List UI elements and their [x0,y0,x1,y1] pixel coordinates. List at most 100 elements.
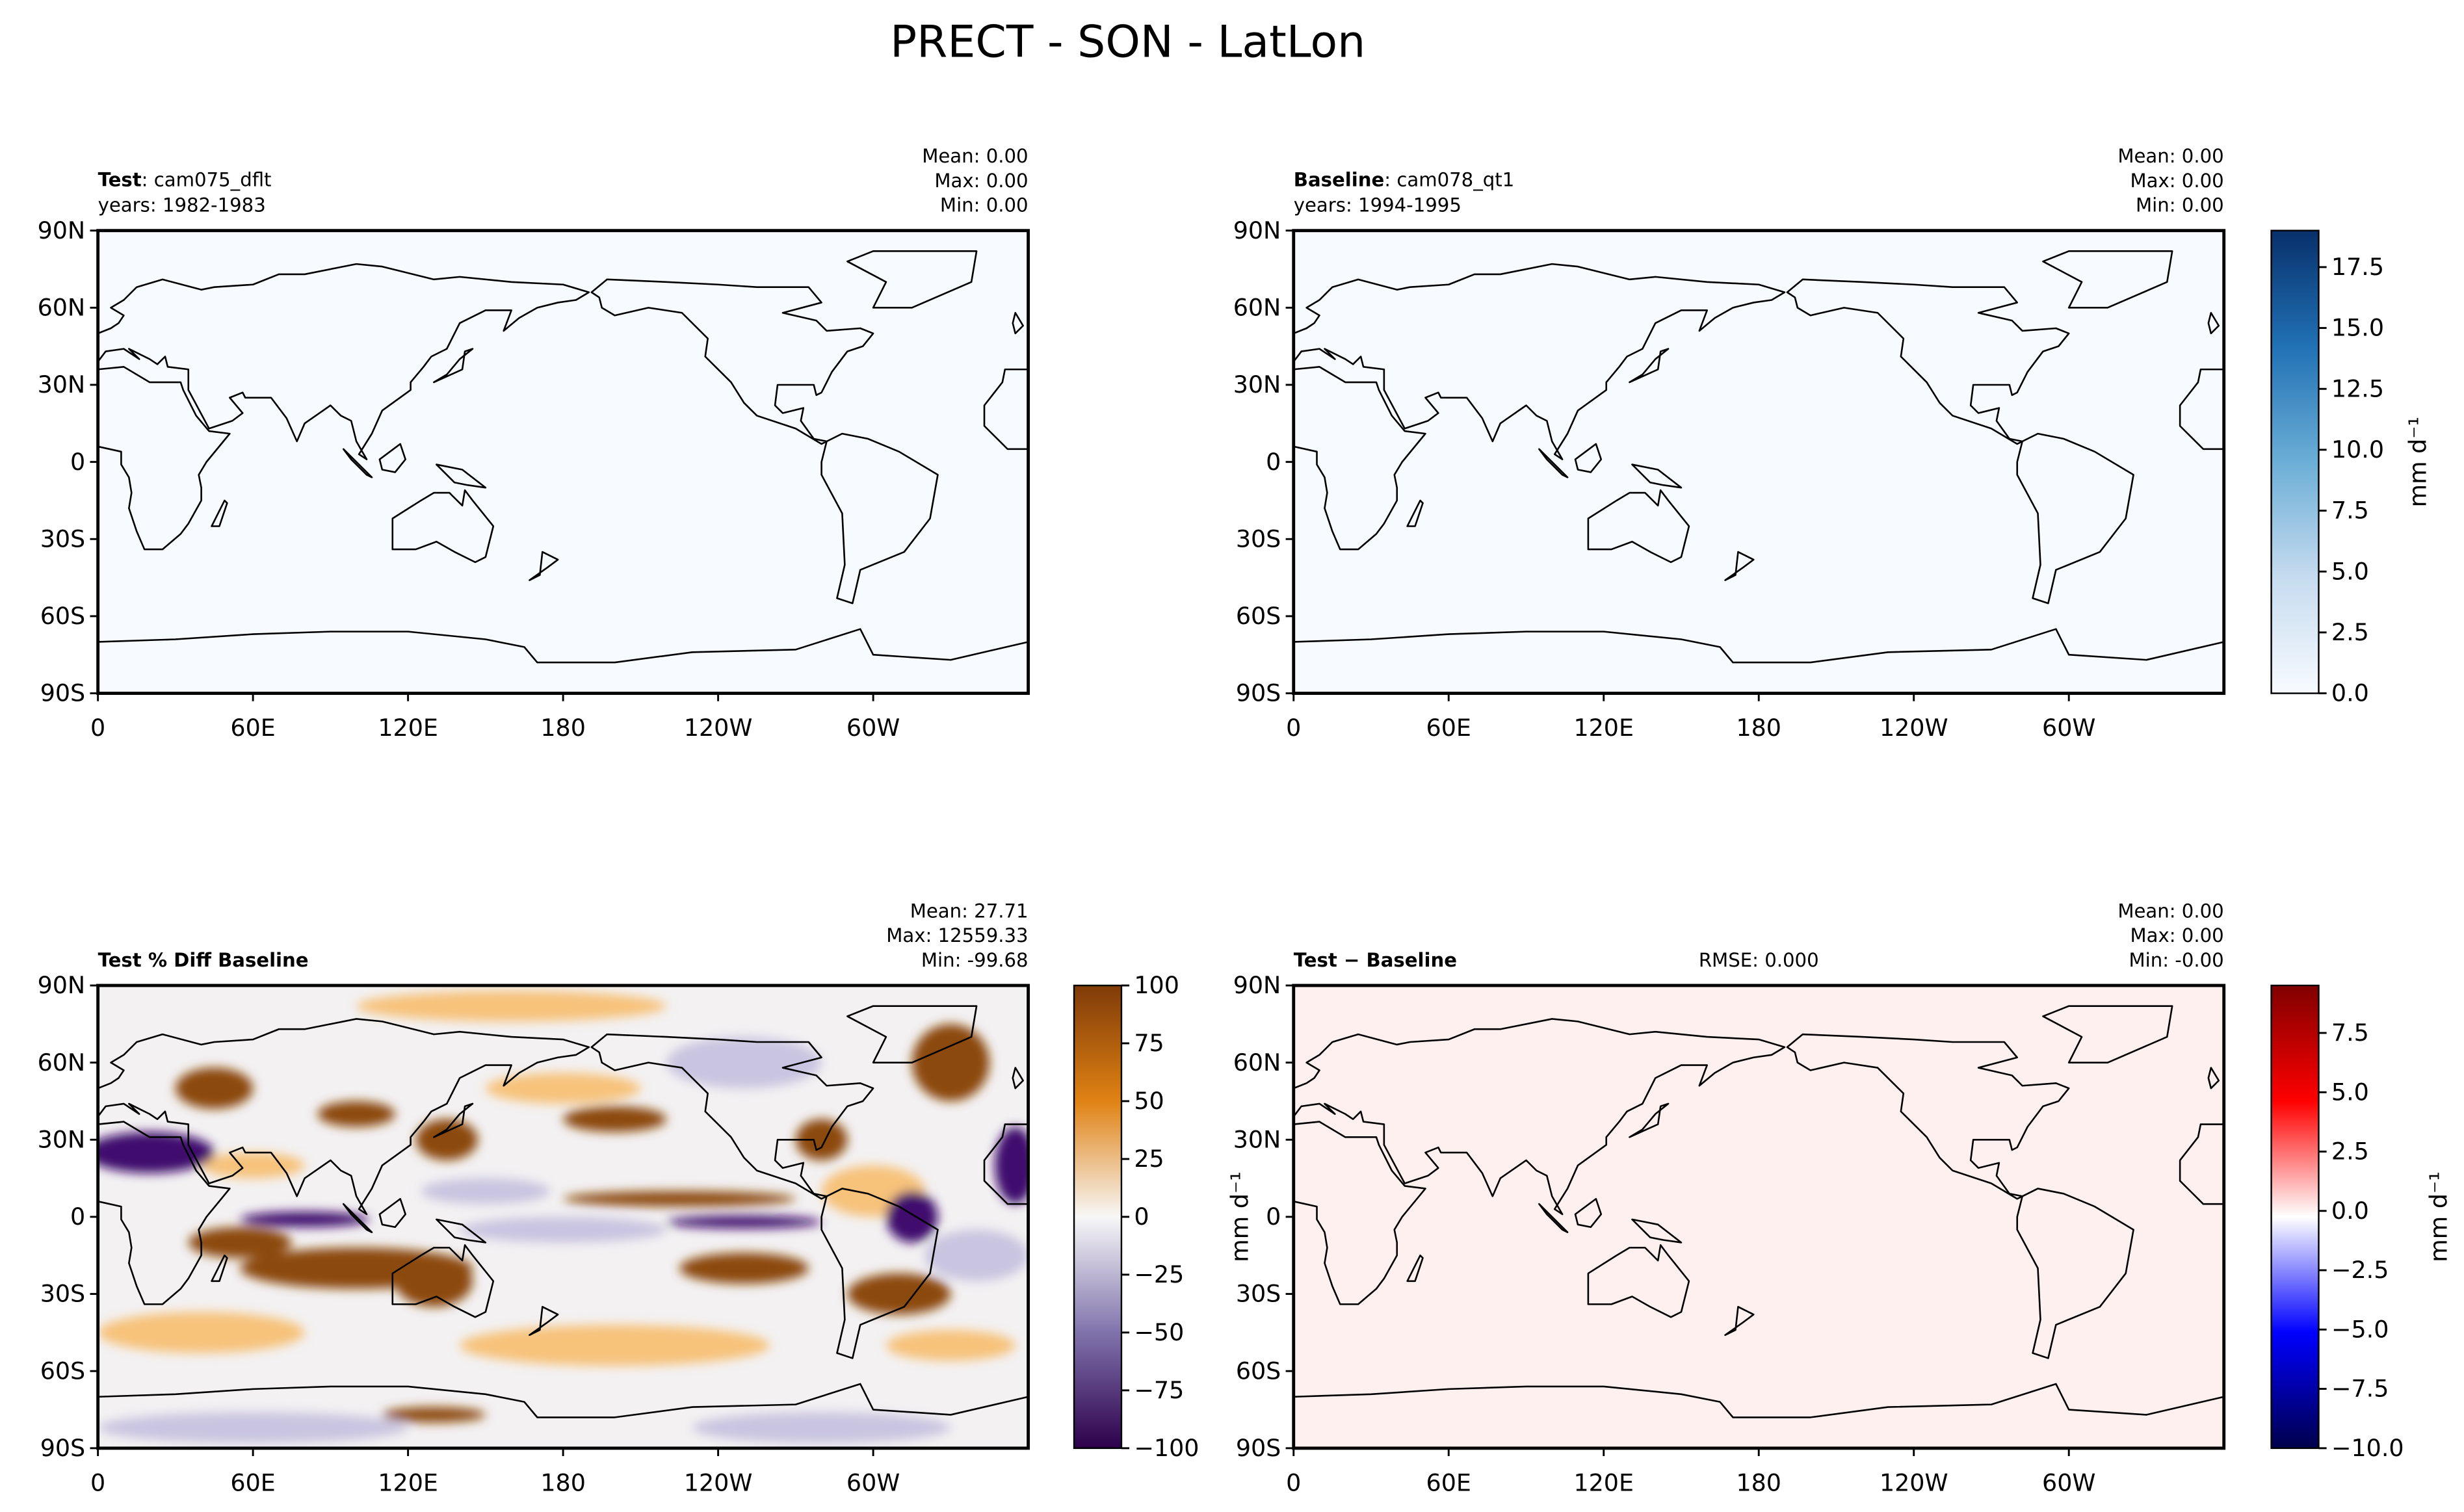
x-tick-label: 120W [1880,714,1948,742]
y-tick-label: 90S [1236,1434,1281,1462]
x-tick-label: 0 [90,1468,105,1496]
panel-stat: Mean: 0.00 [922,145,1028,167]
y-tick-label: 90S [40,1434,86,1462]
panel-stat: Mean: 0.00 [2117,145,2223,167]
y-tick-label: 90N [1233,971,1281,999]
panel-stat: Max: 0.00 [934,170,1028,192]
x-tick-label: 0 [1286,714,1301,742]
colorbar-tick-label: 15.0 [2331,314,2384,342]
map-background [1293,230,2224,694]
panel-rmse: RMSE: 0.000 [1699,949,1819,971]
colorbar-tick-label: −2.5 [2331,1256,2389,1284]
colorbar-tick-label: 50 [1134,1087,1164,1115]
panel-title: Test % Diff Baseline [98,949,309,971]
panel-title: Baseline: cam078_qt1 [1294,169,1515,191]
y-tick-label: 90N [1233,216,1281,244]
colorbar-tick-label: 7.5 [2331,497,2369,525]
y-tick-label: 90N [38,216,86,244]
colorbar-tick-label: 17.5 [2331,253,2384,281]
y-tick-label: 30S [40,1280,86,1308]
panel-stat: Mean: 0.00 [2117,900,2223,922]
colorbar-tick-label: −5.0 [2331,1315,2389,1343]
colorbar-tick-label: 0.0 [2331,679,2369,707]
y-tick-label: 30N [38,371,86,398]
colorbar-tick-label: −100 [1134,1434,1199,1462]
colorbar-tick-label: 75 [1134,1029,1164,1057]
panel-stat: Min: 0.00 [2136,194,2224,216]
y-tick-label: 60N [1233,1049,1281,1076]
y-tick-label: 0 [70,448,85,476]
panel-stat: Min: 0.00 [940,194,1029,216]
diff-field [98,990,1029,1443]
colorbar-tick-label: 10.0 [2331,436,2384,463]
x-tick-label: 180 [540,714,586,742]
y-tick-label: 60S [1236,602,1281,630]
x-tick-label: 60E [1426,1468,1471,1496]
y-tick-label: 30S [1236,525,1281,553]
x-tick-label: 180 [540,1468,586,1496]
panel-years: years: 1994-1995 [1294,194,1461,216]
y-tick-label: 60S [1236,1357,1281,1385]
y-tick-label: 60N [1233,293,1281,321]
panel-title: Test − Baseline [1294,949,1457,971]
panel-title-bold: Test [98,169,142,191]
x-tick-label: 180 [1736,1468,1781,1496]
y-tick-label: 60S [40,1357,86,1385]
colorbar-tick-label: 2.5 [2331,618,2369,646]
panel-title-bold: Test % Diff Baseline [98,949,309,971]
x-tick-label: 60W [2042,714,2095,742]
y-tick-label: 60N [38,293,86,321]
colorbar-tick-label: −10.0 [2331,1434,2404,1462]
panel-stat: Mean: 27.71 [910,900,1029,922]
colorbar [2270,229,2320,694]
y-tick-label: 90N [38,971,86,999]
y-tick-label: 0 [1266,1203,1281,1231]
panel-title: Test: cam075_dflt [98,169,272,191]
colorbar-tick-label: 100 [1134,971,1179,999]
colorbar-tick-label: −7.5 [2331,1375,2389,1403]
x-tick-label: 120W [684,714,753,742]
x-tick-label: 120E [378,714,438,742]
panel-stat: Min: -99.68 [921,949,1029,971]
panel-stat: Max: 0.00 [2130,170,2223,192]
colorbar-tick-label: 0 [1134,1203,1149,1231]
map-background [1293,985,2224,1448]
y-tick-label: 30N [1233,1125,1281,1153]
panel-title-rest: : cam078_qt1 [1384,169,1514,191]
map-background [98,230,1029,694]
panel-title-bold: Test − Baseline [1294,949,1457,971]
y-tick-label: 30N [1233,371,1281,398]
colorbar-tick-label: 25 [1134,1145,1164,1173]
x-tick-label: 120E [378,1468,438,1496]
x-tick-label: 120E [1573,1468,1634,1496]
x-tick-label: 60E [230,714,275,742]
x-tick-label: 180 [1736,714,1781,742]
panel-stat: Min: -0.00 [2129,949,2224,971]
y-tick-label: 90S [40,679,86,707]
x-tick-label: 0 [1286,1468,1301,1496]
y-tick-label: 60N [38,1049,86,1076]
panel-title-rest: : cam075_dflt [142,169,272,191]
panel-years: years: 1982-1983 [98,194,266,216]
panel-title-bold: Baseline [1294,169,1384,191]
colorbar-tick-label: −75 [1134,1376,1184,1404]
y-tick-label: 60S [40,602,86,630]
x-tick-label: 0 [90,714,105,742]
colorbar-label: mm d⁻¹ [1225,1171,1253,1262]
x-tick-label: 120E [1573,714,1634,742]
panel-stat: Max: 12559.33 [886,924,1028,946]
y-tick-label: 0 [70,1203,85,1231]
panel-stat: Max: 0.00 [2130,924,2223,946]
colorbar-tick-label: 0.0 [2331,1197,2369,1225]
colorbar-label: mm d⁻¹ [2424,1171,2452,1262]
x-tick-label: 120W [684,1468,753,1496]
colorbar-tick-label: −25 [1134,1260,1184,1288]
x-tick-label: 60W [846,714,900,742]
colorbar-tick-label: 5.0 [2331,557,2369,585]
y-tick-label: 90S [1236,679,1281,707]
x-tick-label: 60E [230,1468,275,1496]
x-tick-label: 60E [1426,714,1471,742]
colorbar-tick-label: −50 [1134,1318,1184,1346]
